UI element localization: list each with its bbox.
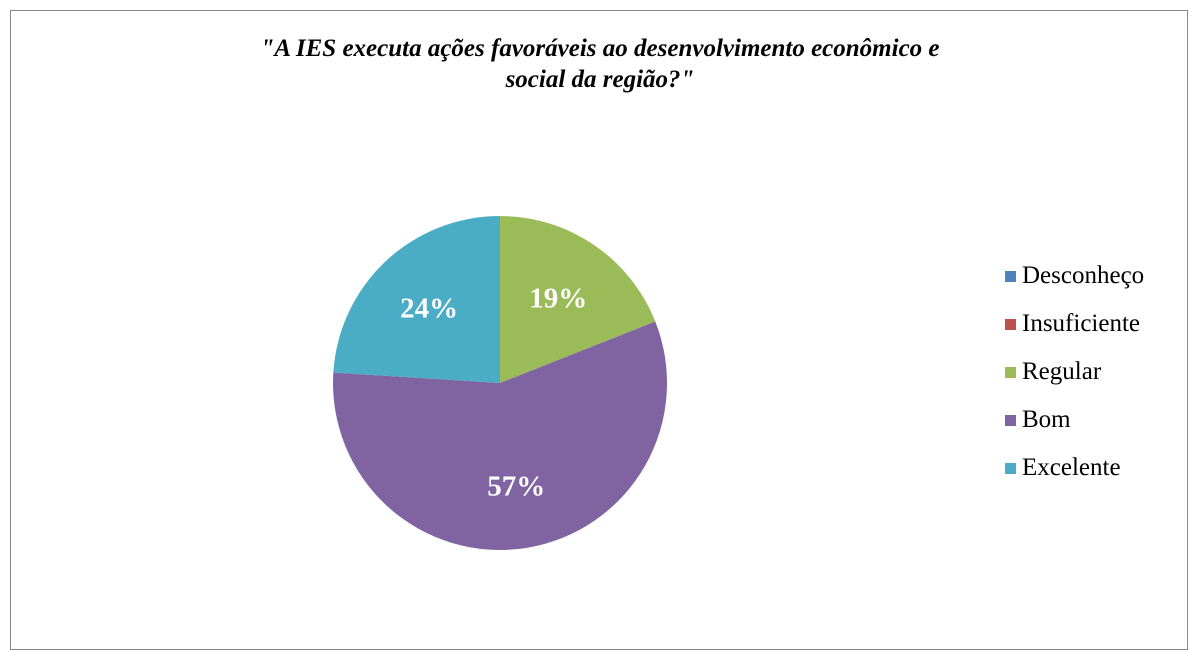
pie-slice-excelente: [333, 216, 500, 383]
legend-label: Regular: [1022, 358, 1102, 385]
data-label-bom: 57%: [487, 470, 545, 502]
legend: Desconheço Insuficiente Regular Bom Excelent…: [1005, 252, 1144, 492]
pie-slice-bom: [333, 321, 667, 550]
pie-slices: [333, 216, 667, 550]
data-label-regular: 19%: [529, 282, 587, 314]
legend-swatch: [1005, 270, 1016, 282]
data-label-excelente: 24%: [400, 293, 458, 325]
legend-swatch: [1005, 366, 1016, 378]
legend-swatch: [1005, 462, 1016, 474]
legend-swatch: [1005, 414, 1016, 426]
legend-item-desconheco: Desconheço: [1005, 252, 1144, 300]
legend-label: Desconheço: [1022, 262, 1145, 289]
legend-item-excelente: Excelente: [1005, 444, 1144, 492]
pie-data-labels: 19% 57% 24%: [400, 282, 587, 502]
pie-chart: 19% 57% 24%: [333, 216, 667, 550]
legend-label: Bom: [1022, 406, 1071, 433]
legend-label: Excelente: [1022, 454, 1121, 481]
chart-title: "A IES executa ações favoráveis ao desen…: [260, 35, 940, 93]
legend-swatch: [1005, 318, 1016, 330]
legend-item-bom: Bom: [1005, 396, 1144, 444]
legend-item-insuficiente: Insuficiente: [1005, 300, 1144, 348]
legend-item-regular: Regular: [1005, 348, 1144, 396]
legend-label: Insuficiente: [1022, 310, 1141, 337]
pie-slice-regular: [500, 216, 656, 383]
